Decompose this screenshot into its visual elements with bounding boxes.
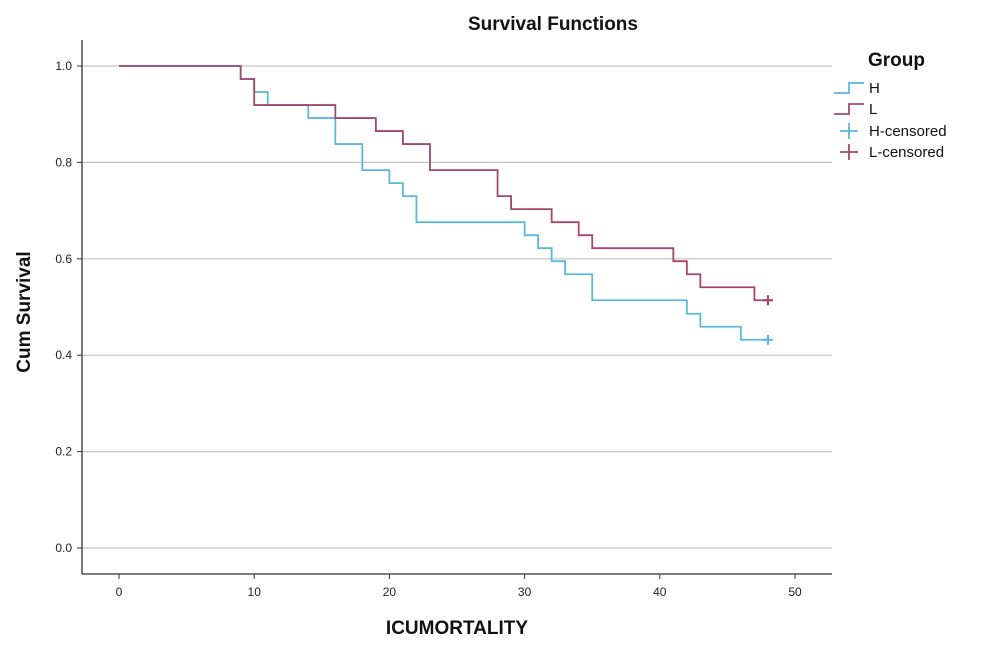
x-tick-label-4: 40 xyxy=(653,585,667,599)
y-tick-label-5: 1.0 xyxy=(55,59,72,73)
y-tick-label-0: 0.0 xyxy=(55,541,72,555)
x-tick-label-1: 10 xyxy=(248,585,262,599)
censor-markers xyxy=(762,295,773,345)
legend-title: Group xyxy=(868,50,925,71)
chart-title: Survival Functions xyxy=(468,14,638,35)
legend-label-l: L xyxy=(869,101,877,118)
legend-label-h: H xyxy=(869,80,880,97)
x-axis-label: ICUMORTALITY xyxy=(386,618,528,639)
x-axis-ticks: 0 10 20 30 40 50 xyxy=(116,574,802,599)
x-tick-label-2: 20 xyxy=(383,585,397,599)
gridlines xyxy=(82,65,832,549)
y-axis-label: Cum Survival xyxy=(14,251,35,372)
axes xyxy=(81,40,832,575)
y-tick-label-1: 0.2 xyxy=(55,445,72,459)
censor-marker-l-0 xyxy=(762,295,773,306)
x-tick-label-3: 30 xyxy=(518,585,532,599)
legend-swatch-step xyxy=(834,82,864,94)
x-tick-label-5: 50 xyxy=(788,585,802,599)
legend: Group HL H-censored L-censored xyxy=(834,50,947,161)
y-axis-ticks: 0.0 0.2 0.4 0.6 0.8 1.0 xyxy=(55,59,82,555)
legend-item-l: L xyxy=(834,101,877,118)
legend-swatch-step xyxy=(834,103,864,115)
series-h-line xyxy=(119,65,768,341)
legend-label-h-censored: H-censored xyxy=(869,123,947,140)
y-tick-label-3: 0.6 xyxy=(55,252,72,266)
series-l-line xyxy=(119,65,768,302)
legend-item-l-censored: L-censored xyxy=(840,144,944,161)
x-tick-label-0: 0 xyxy=(116,585,123,599)
series-layer xyxy=(119,65,768,341)
y-tick-label-2: 0.4 xyxy=(55,348,72,362)
legend-label-l-censored: L-censored xyxy=(869,144,944,161)
y-tick-label-4: 0.8 xyxy=(55,155,72,169)
legend-item-h: H xyxy=(834,80,880,97)
legend-items: HL H-censored L-censored xyxy=(834,80,947,161)
legend-item-h-censored: H-censored xyxy=(840,123,947,140)
censor-marker-h-0 xyxy=(762,334,773,345)
